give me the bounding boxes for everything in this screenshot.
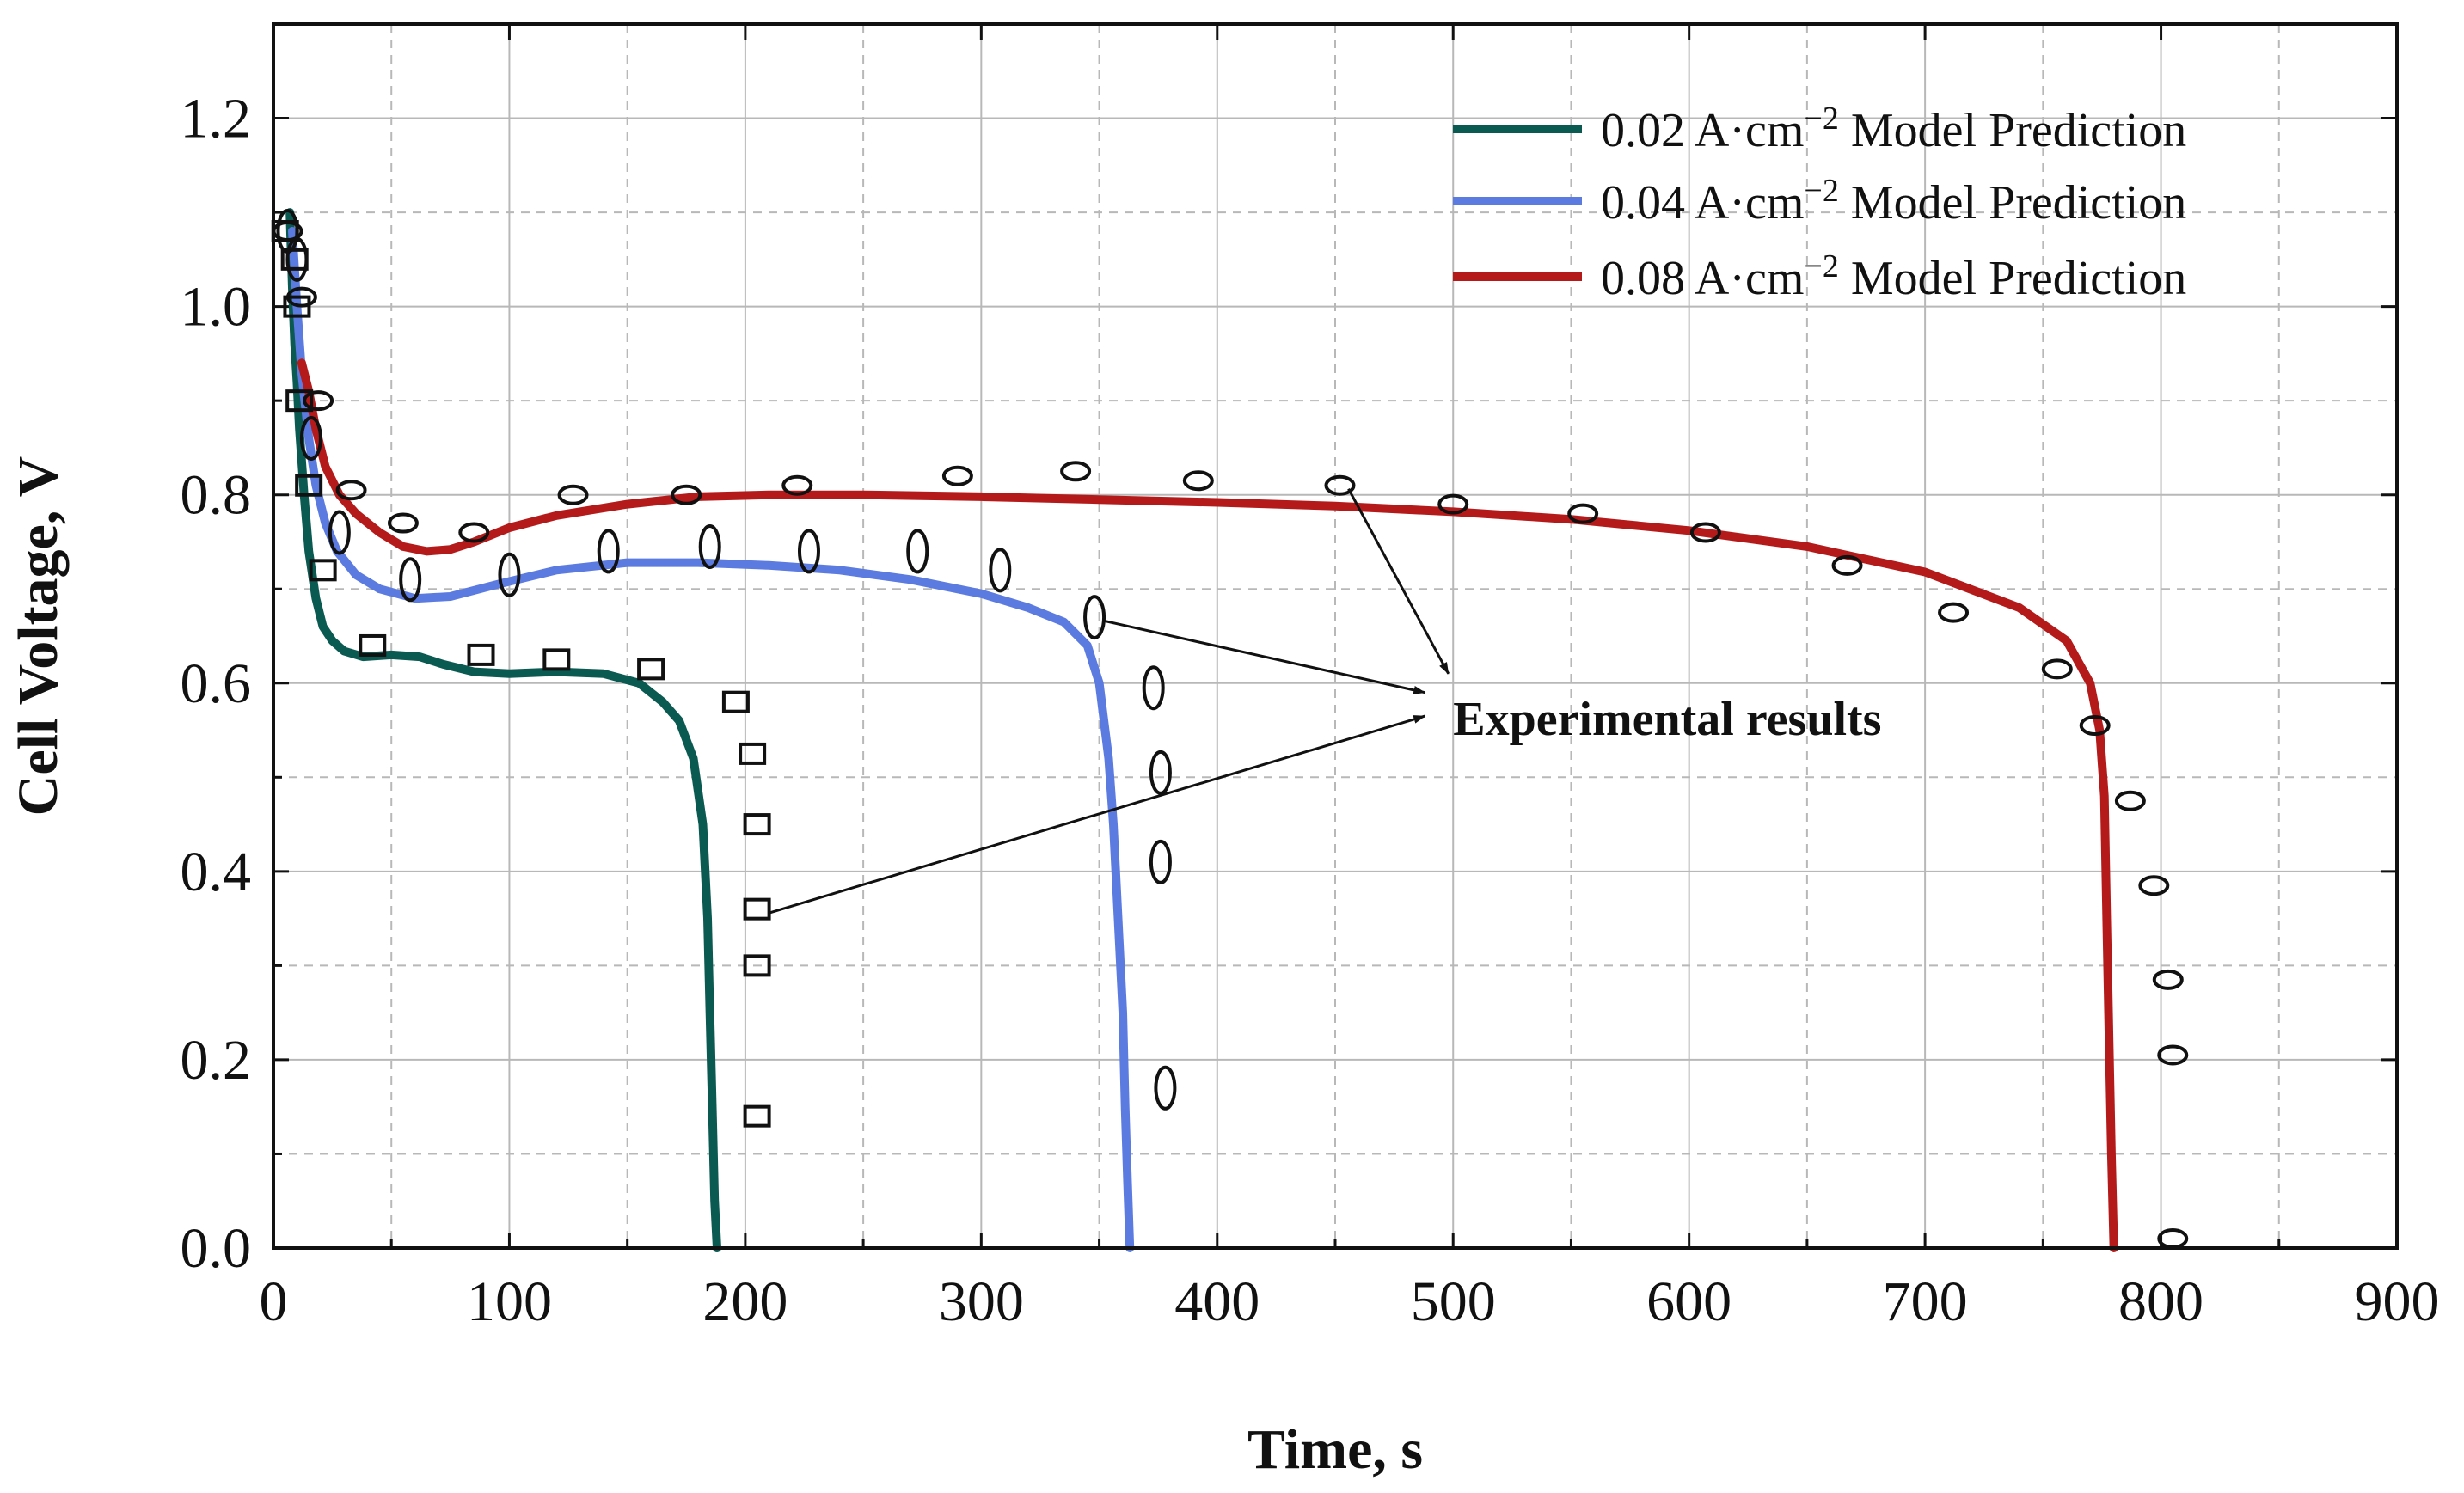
x-axis-title: Time, s — [1247, 1418, 1423, 1481]
annotation-arrow — [1347, 488, 1450, 675]
series-line-2 — [297, 358, 2118, 1252]
experimental-point-square — [637, 658, 665, 681]
y-tick-label: 0.0 — [181, 1217, 252, 1280]
experimental-point-square — [739, 742, 767, 765]
legend-entry-0.08: 0.08 A·cm−2 Model Prediction — [1453, 248, 2186, 305]
experimental-point-square — [359, 633, 387, 657]
x-tick-label: 800 — [2118, 1270, 2204, 1333]
experimental-point-wide-ellipse — [1324, 474, 1356, 496]
experimental-point-wide-ellipse — [1437, 493, 1469, 515]
x-tick-label: 0 — [260, 1270, 288, 1333]
x-tick-label: 400 — [1174, 1270, 1260, 1333]
experimental-point-wide-ellipse — [2152, 969, 2184, 990]
experimental-point-wide-ellipse — [941, 465, 973, 486]
experimental-point-wide-ellipse — [671, 484, 702, 505]
experimental-point-square — [743, 813, 771, 836]
experimental-point-wide-ellipse — [781, 474, 813, 496]
x-tick-label: 500 — [1411, 1270, 1496, 1333]
experimental-point-tall-ellipse — [989, 548, 1012, 593]
x-tick-label: 300 — [939, 1270, 1024, 1333]
x-tick-label: 200 — [702, 1270, 788, 1333]
x-tick-label: 600 — [1646, 1270, 1732, 1333]
y-tick-label: 0.2 — [181, 1029, 252, 1092]
experimental-point-tall-ellipse — [1149, 750, 1172, 795]
legend-entry-0.02: 0.02 A·cm−2 Model Prediction — [1453, 101, 2186, 157]
experimental-markers — [271, 208, 2189, 1250]
experimental-point-tall-ellipse — [498, 552, 521, 597]
experimental-point-tall-ellipse — [399, 557, 422, 603]
experimental-point-wide-ellipse — [2138, 875, 2170, 896]
y-tick-label: 0.8 — [181, 464, 252, 527]
annotation-experimental-results: Experimental results — [1453, 693, 1881, 746]
y-tick-label: 0.4 — [181, 841, 252, 903]
experimental-point-wide-ellipse — [557, 484, 589, 505]
experimental-point-wide-ellipse — [335, 480, 367, 501]
y-tick-label: 1.0 — [181, 276, 252, 339]
x-tick-label: 900 — [2355, 1270, 2440, 1333]
experimental-point-tall-ellipse — [597, 529, 620, 574]
experimental-point-tall-ellipse — [1083, 595, 1106, 640]
series-line-1 — [288, 227, 1135, 1252]
experimental-point-tall-ellipse — [1149, 839, 1172, 884]
model-series — [285, 208, 2118, 1252]
experimental-point-wide-ellipse — [2114, 790, 2146, 811]
legend-label-0.08: 0.08 A·cm−2 Model Prediction — [1601, 248, 2186, 305]
experimental-point-wide-ellipse — [1567, 503, 1599, 524]
experimental-point-wide-ellipse — [285, 286, 317, 308]
experimental-point-tall-ellipse — [906, 529, 929, 574]
experimental-point-square — [467, 643, 495, 666]
experimental-point-wide-ellipse — [1938, 602, 1970, 623]
grid-lines — [273, 24, 2397, 1248]
experimental-point-square — [743, 954, 771, 977]
experimental-point-wide-ellipse — [1182, 470, 1214, 492]
legend-label-0.02: 0.02 A·cm−2 Model Prediction — [1601, 101, 2186, 157]
experimental-point-square — [721, 690, 750, 713]
legend-label-0.04: 0.04 A·cm−2 Model Prediction — [1601, 173, 2186, 229]
plot-frame — [272, 22, 2399, 1250]
experimental-point-wide-ellipse — [458, 522, 490, 543]
experimental-point-tall-ellipse — [1142, 665, 1165, 711]
experimental-point-square — [295, 474, 323, 497]
experimental-point-square — [743, 897, 771, 921]
experimental-point-wide-ellipse — [2157, 1228, 2189, 1250]
experimental-point-wide-ellipse — [1689, 522, 1721, 543]
experimental-point-wide-ellipse — [303, 390, 334, 412]
experimental-point-square — [542, 648, 571, 671]
experimental-point-tall-ellipse — [328, 510, 351, 555]
experimental-point-square — [285, 389, 314, 413]
y-axis-title: Cell Voltage, V — [7, 456, 70, 817]
legend-entry-0.04: 0.04 A·cm−2 Model Prediction — [1453, 173, 2186, 229]
experimental-point-wide-ellipse — [2041, 658, 2073, 680]
experimental-point-tall-ellipse — [1154, 1065, 1177, 1111]
experimental-point-wide-ellipse — [1060, 461, 1092, 482]
annotation-arrow — [769, 714, 1426, 915]
y-tick-label: 1.2 — [181, 88, 252, 150]
series-line-0 — [285, 208, 721, 1252]
experimental-point-wide-ellipse — [1831, 554, 1863, 576]
experimental-point-square — [743, 1104, 771, 1128]
experimental-point-wide-ellipse — [2157, 1044, 2189, 1066]
experimental-point-wide-ellipse — [2079, 715, 2111, 737]
y-tick-label: 0.6 — [181, 652, 252, 715]
experimental-point-square — [283, 295, 311, 318]
axis-ticks: 0 100 200 300 400 500 600 700 800 900 0.0 0.2 0.4 0.6… — [181, 24, 2440, 1333]
annotation-arrows — [769, 488, 1450, 915]
experimental-point-tall-ellipse — [698, 523, 721, 569]
experimental-point-square — [309, 559, 337, 582]
annotation-arrow — [1102, 619, 1426, 694]
experimental-point-wide-ellipse — [387, 512, 419, 534]
legend: 0.02 A·cm−2 Model Prediction 0.04 A·cm−2… — [1453, 101, 2186, 305]
x-tick-label: 700 — [1883, 1270, 1968, 1333]
experimental-point-tall-ellipse — [299, 415, 322, 461]
experimental-point-tall-ellipse — [797, 529, 820, 574]
x-tick-label: 100 — [467, 1270, 552, 1333]
